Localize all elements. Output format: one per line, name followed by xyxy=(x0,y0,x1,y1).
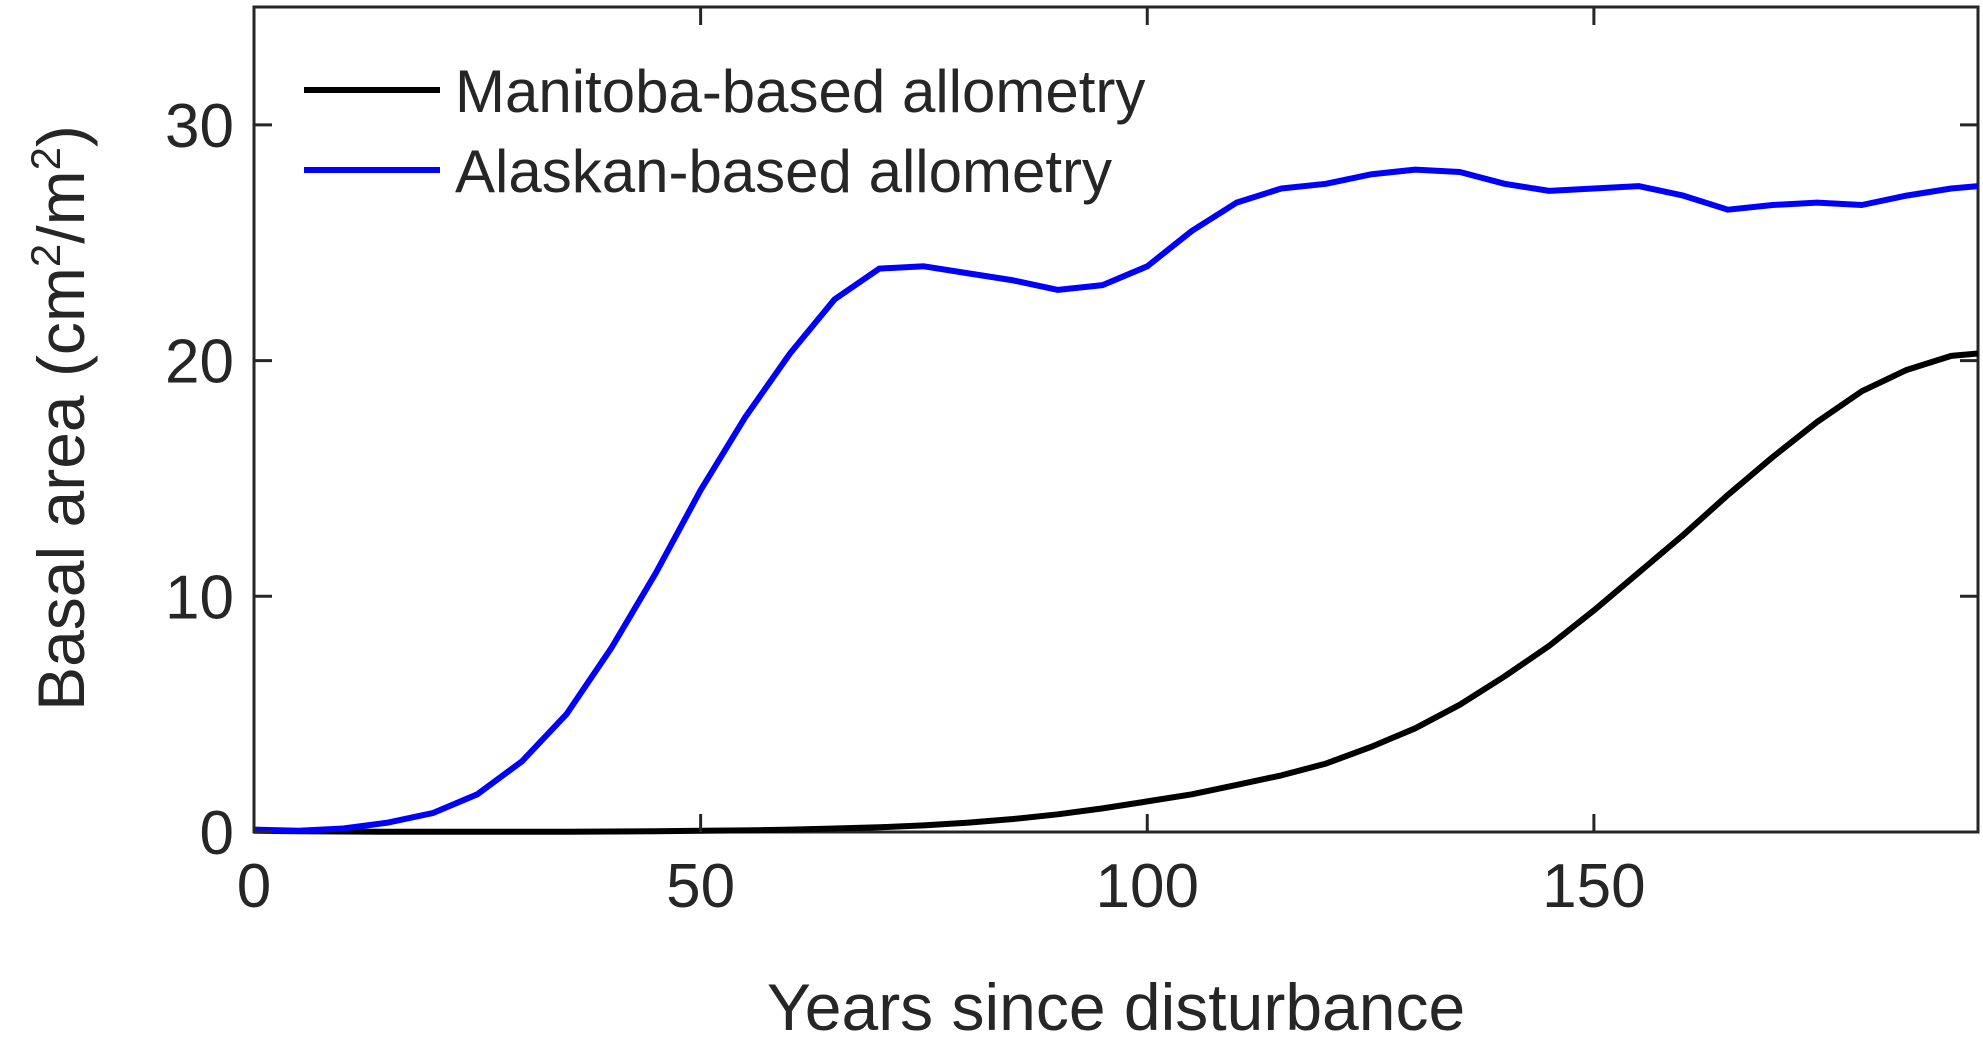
x-tick-label: 50 xyxy=(666,852,735,921)
x-tick-label: 0 xyxy=(237,852,271,921)
y-tick-label: 10 xyxy=(165,563,234,632)
y-axis-title-suffix: ) xyxy=(24,125,98,147)
series-line-manitoba xyxy=(253,350,1979,835)
y-tick-label: 0 xyxy=(200,799,234,868)
y-tick-label: 30 xyxy=(165,92,234,161)
x-tick-label: 100 xyxy=(1096,852,1199,921)
legend-label-manitoba: Manitoba-based allometry xyxy=(455,58,1145,125)
series-lines xyxy=(253,166,1979,835)
x-tick-label: 150 xyxy=(1542,852,1645,921)
y-tick-label: 20 xyxy=(165,328,234,397)
axis-ticks: 0 50 100 150 0 10 20 30 xyxy=(165,7,1978,921)
y-axis-title-middle: /m xyxy=(24,170,98,243)
y-axis-title-prefix: Basal area (cm xyxy=(24,267,98,711)
plot-area xyxy=(252,5,1980,834)
x-axis-title: Years since disturbance xyxy=(767,970,1465,1039)
legend-label-alaskan: Alaskan-based allometry xyxy=(455,138,1112,205)
legend: Manitoba-based allometry Alaskan-based a… xyxy=(304,58,1145,205)
y-axis-title-sup2: 2 xyxy=(22,147,69,170)
y-axis-title: Basal area (cm2/m2) xyxy=(22,125,98,711)
y-axis-title-sup1: 2 xyxy=(22,244,69,267)
series-line-alaskan xyxy=(253,166,1979,834)
